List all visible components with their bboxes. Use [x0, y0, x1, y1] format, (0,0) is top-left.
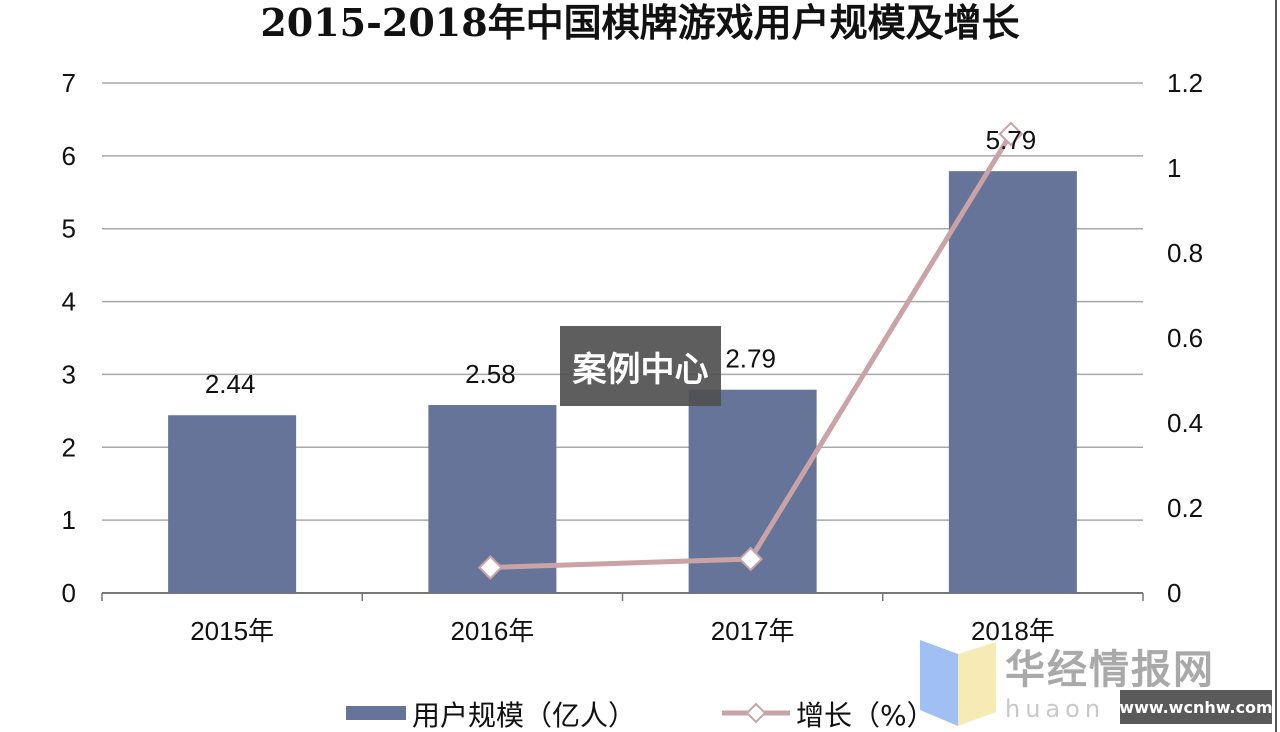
growth-line: [477, 121, 1024, 580]
y-left-tick-label: 7: [62, 68, 76, 98]
bars: [168, 171, 1077, 593]
y-right-tick-label: 0.2: [1167, 493, 1203, 523]
growth-point-diamond: [998, 121, 1024, 147]
x-tick-label: 2015年: [190, 616, 274, 646]
bar-data-label: 2.79: [725, 344, 776, 374]
y-left-tick-label: 3: [62, 359, 76, 389]
watermark-name: 华经情报网: [1005, 647, 1215, 693]
growth-point-diamond: [738, 546, 764, 572]
y-left-tick-label: 1: [62, 505, 76, 535]
y-right-tick-label: 0.8: [1167, 238, 1203, 268]
y-right-tick-label: 0.6: [1167, 323, 1203, 353]
y-left-tick-label: 5: [62, 214, 76, 244]
axes: 0 1 2 3 4 5 6 7 0 0.2 0.4 0.6 0.8 1 1.2 2015年 2016年 2017年…: [62, 68, 1204, 646]
y-right-tick-label: 0.4: [1167, 408, 1203, 438]
frame-border: [1275, 0, 1277, 732]
bar: [948, 171, 1077, 593]
y-right-tick-label: 1: [1167, 153, 1181, 183]
watermark-logo-icon: [920, 640, 996, 726]
bar: [168, 415, 297, 593]
case-center-overlay[interactable]: 案例中心: [560, 326, 721, 406]
y-left-tick-label: 2: [62, 432, 76, 462]
y-left-tick-label: 6: [62, 141, 76, 171]
x-tick-label: 2016年: [450, 616, 534, 646]
legend-bar-swatch: [346, 706, 406, 720]
y-right-tick-label: 1.2: [1167, 68, 1203, 98]
chart-title: 2015-2018年中国棋牌游戏用户规模及增长: [260, 0, 1019, 45]
x-tick-label: 2018年: [971, 616, 1055, 646]
data-labels: 2.44 2.58 2.79 5.79: [205, 125, 1036, 399]
legend: 用户规模（亿人） 增长（%）: [346, 699, 935, 732]
bar-data-label: 2.44: [205, 369, 256, 399]
bar-data-label: 5.79: [986, 125, 1037, 155]
y-left-tick-label: 4: [62, 287, 76, 317]
legend-line-label: 增长（%）: [796, 699, 935, 732]
bar-data-label: 2.58: [465, 359, 516, 389]
x-tick-label: 2017年: [711, 616, 795, 646]
growth-point-diamond: [477, 555, 503, 580]
legend-bar-label: 用户规模（亿人）: [412, 699, 636, 732]
y-left-tick-label: 0: [62, 578, 76, 608]
watermark-sub: huaon: [1005, 695, 1106, 723]
watermark-url: www.wcnhw.com: [1119, 690, 1273, 724]
legend-diamond-icon: [745, 702, 767, 724]
y-right-tick-label: 0: [1167, 578, 1181, 608]
